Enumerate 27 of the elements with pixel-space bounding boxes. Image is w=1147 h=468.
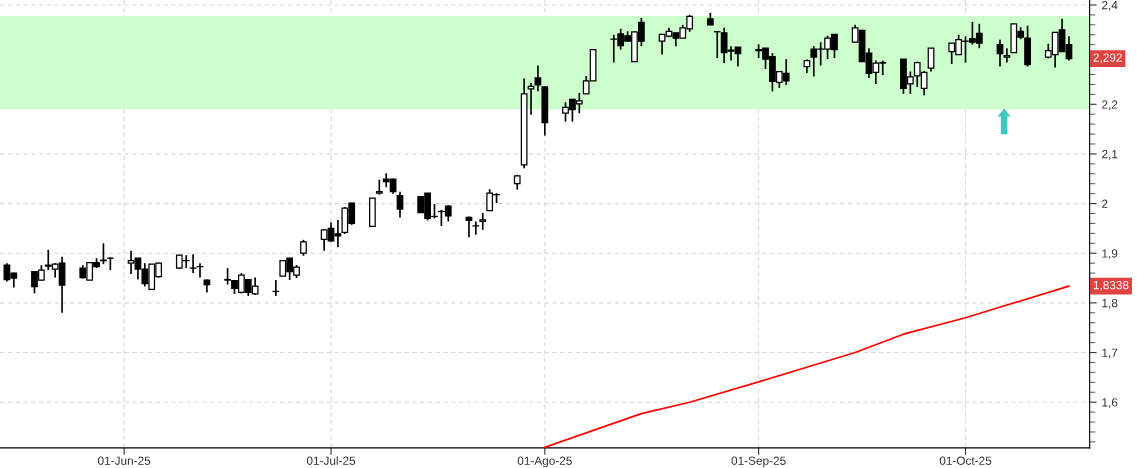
x-tick-label: 01-Oct-25 [939, 456, 992, 465]
annotation: 1,8338 [1093, 280, 1129, 291]
x-tick-label: 01-Jun-25 [98, 456, 151, 465]
candlestick [1003, 47, 1011, 64]
y-tick-label: 2,1 [1102, 149, 1118, 160]
candlestick [713, 30, 721, 59]
candlestick [472, 220, 480, 236]
candlestick [527, 82, 535, 116]
y-tick-label: 1,6 [1102, 398, 1118, 408]
candlestick [189, 253, 197, 274]
y-tick-label: 1,9 [1102, 249, 1118, 260]
candlestick [479, 212, 487, 231]
x-tick-label: 01-Sep-25 [731, 456, 786, 468]
line-series [543, 285, 1070, 448]
candlestick [534, 64, 542, 93]
candlestick [375, 178, 383, 196]
x-tick-label: 01-Ago-25 [517, 456, 572, 468]
y-tick-label: 2,4 [1102, 1, 1118, 11]
y-tick-label: 1,7 [1102, 348, 1118, 359]
y-tick-label: 1,8 [1102, 298, 1118, 309]
candlestick [996, 38, 1004, 68]
y-tick-label: 2,2 [1102, 100, 1118, 111]
candlestick [396, 190, 404, 219]
y-tick-label: 2 [1102, 199, 1108, 208]
candlestick [272, 279, 280, 297]
annotation: 2,292 [1093, 53, 1122, 64]
x-tick-label: 01-Jul-25 [306, 456, 356, 465]
